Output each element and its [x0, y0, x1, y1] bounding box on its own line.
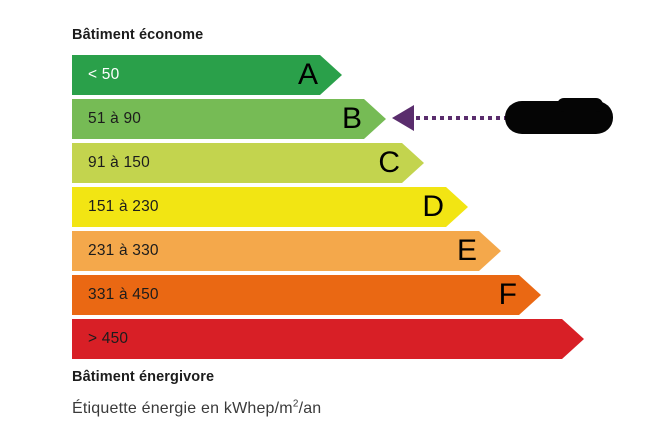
bar-range-label: 91 à 150	[88, 154, 150, 171]
unit-legend-prefix: Étiquette énergie en kWhep/m	[72, 400, 293, 417]
energy-class-bar-g: > 450	[72, 319, 584, 359]
bar-class-letter: C	[378, 146, 400, 179]
bar-class-letter: B	[341, 102, 362, 135]
bar-range-label: 331 à 450	[88, 286, 159, 303]
bar-class-letter: D	[422, 190, 444, 223]
bar-arrow-tip	[446, 187, 468, 227]
selection-dotted-line	[416, 116, 508, 120]
bar-body	[72, 275, 519, 315]
bar-body	[72, 231, 479, 271]
bar-arrow-tip	[519, 275, 541, 315]
bar-arrow-tip	[479, 231, 501, 271]
energy-class-bar-e: 231 à 330 E	[72, 231, 501, 271]
energy-class-bar-d: 151 à 230 D	[72, 187, 468, 227]
bar-body	[72, 143, 402, 183]
bar-body	[72, 187, 446, 227]
bar-arrow-tip	[402, 143, 424, 183]
bar-body	[72, 319, 562, 359]
bar-class-letter: E	[456, 234, 477, 267]
unit-legend-exponent: 2	[292, 398, 299, 410]
redacted-value-blob	[505, 98, 613, 134]
energy-class-bar-a: < 50 A	[72, 55, 342, 95]
bar-class-letter: F	[498, 278, 517, 311]
bar-range-label: 231 à 330	[88, 242, 159, 259]
bar-range-label: < 50	[88, 66, 120, 83]
bar-body	[72, 55, 320, 95]
bar-body	[72, 99, 364, 139]
bar-range-label: 151 à 230	[88, 198, 159, 215]
bar-range-label: 51 à 90	[88, 110, 142, 127]
selection-arrow-icon	[392, 105, 414, 131]
top-caption: Bâtiment économe	[72, 27, 204, 43]
bar-arrow-tip	[320, 55, 342, 95]
bar-arrow-tip	[364, 99, 386, 139]
unit-legend-suffix: /an	[298, 400, 322, 417]
bar-class-letter: A	[297, 58, 318, 91]
energy-class-bar-b: 51 à 90 B	[72, 99, 386, 139]
bar-arrow-tip	[562, 319, 584, 359]
energy-class-bar-c: 91 à 150 C	[72, 143, 424, 183]
energy-class-bar-f: 331 à 450 F	[72, 275, 541, 315]
unit-legend: Étiquette énergie en kWhep/m2/an	[72, 398, 322, 418]
bar-range-label: > 450	[88, 330, 129, 347]
bottom-caption: Bâtiment énergivore	[72, 369, 215, 385]
